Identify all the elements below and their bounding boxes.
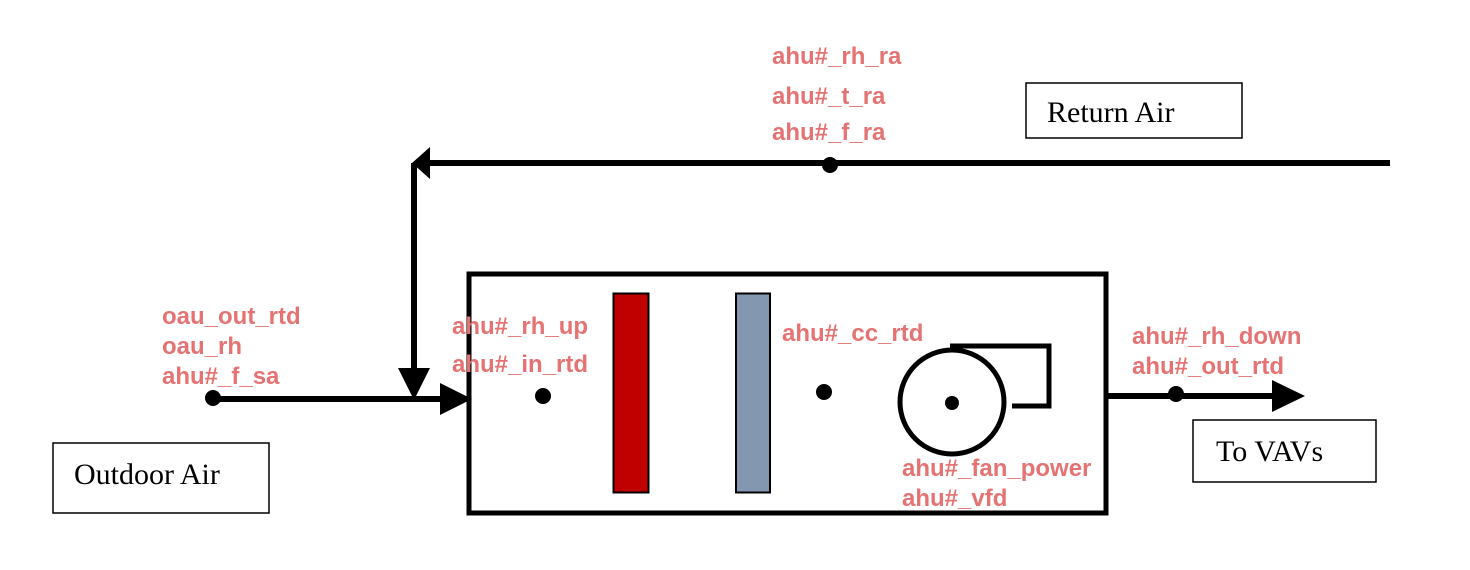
- heating-coil: [612, 292, 650, 494]
- fan-housing-outlet: [950, 343, 1052, 409]
- sensor-labels: ahu#_rh_ra ahu#_t_ra ahu#_f_ra oau_out_r…: [162, 43, 1301, 512]
- sensor-point-outdoor-air: [205, 390, 221, 406]
- to-vavs-label: To VAVs: [1216, 435, 1323, 468]
- sensor-point-mixed-air: [535, 388, 551, 404]
- sensor-label-return-rh: ahu#_rh_ra: [772, 43, 902, 70]
- outdoor-air-label: Outdoor Air: [74, 458, 220, 491]
- sensor-point-discharge: [1168, 386, 1184, 402]
- sensor-label-return-flow: ahu#_f_ra: [772, 119, 886, 146]
- return-air-duct: [398, 147, 1390, 400]
- outdoor-air-duct: [213, 383, 472, 415]
- return-air-box: Return Air: [1025, 82, 1243, 139]
- return-air-arrowhead: [412, 147, 430, 179]
- sensor-label-mixed-temp: ahu#_in_rtd: [452, 351, 588, 378]
- outdoor-air-box: Outdoor Air: [52, 442, 270, 514]
- sensor-label-vfd: ahu#_vfd: [902, 485, 1007, 512]
- sensor-label-supply-flow: ahu#_f_sa: [162, 363, 280, 390]
- sensor-label-cooling-coil-temp: ahu#_cc_rtd: [782, 320, 923, 347]
- to-vavs-box: To VAVs: [1192, 419, 1377, 483]
- outdoor-air-arrowhead: [440, 383, 472, 415]
- sensor-label-fan-power: ahu#_fan_power: [902, 455, 1091, 482]
- sensor-point-cooling-coil: [816, 384, 832, 400]
- supply-fan: [897, 343, 1052, 457]
- return-air-drop-arrowhead: [398, 368, 430, 400]
- sensor-label-outdoor-rh: oau_rh: [162, 333, 242, 360]
- sensor-label-discharge-rh: ahu#_rh_down: [1132, 323, 1301, 350]
- sensor-label-return-temp: ahu#_t_ra: [772, 83, 886, 110]
- discharge-duct: [1107, 380, 1305, 412]
- sensor-label-discharge-temp: ahu#_out_rtd: [1132, 353, 1284, 380]
- sensor-point-return-air: [822, 157, 838, 173]
- discharge-arrowhead: [1272, 380, 1305, 412]
- return-air-label: Return Air: [1047, 96, 1175, 129]
- fan-hub: [945, 396, 959, 410]
- sensor-label-outdoor-temp: oau_out_rtd: [162, 303, 301, 330]
- sensor-label-mixed-rh: ahu#_rh_up: [452, 313, 588, 340]
- cooling-coil: [735, 292, 771, 494]
- ahu-housing: [466, 271, 1109, 516]
